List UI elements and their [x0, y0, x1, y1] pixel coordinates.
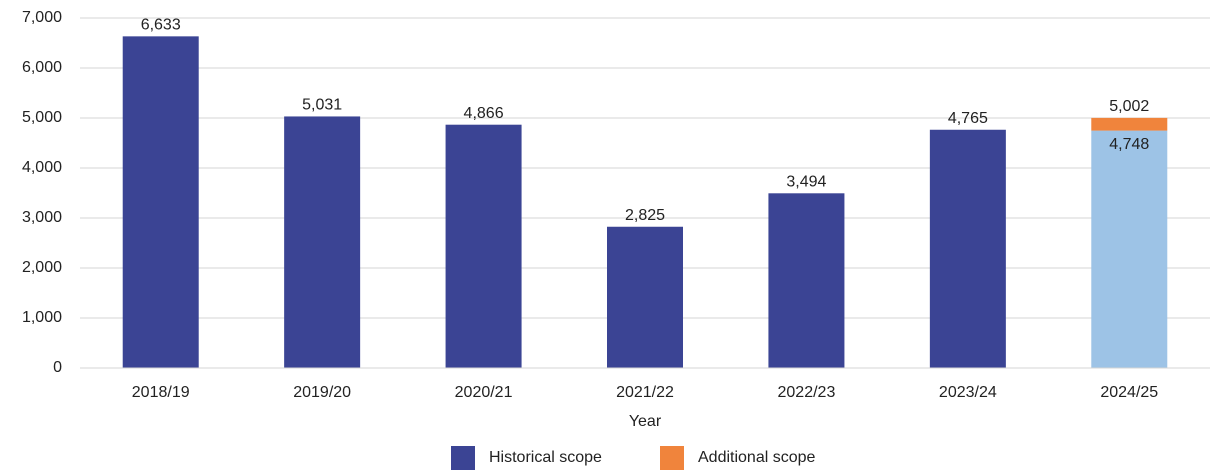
bar-segment — [1091, 130, 1168, 368]
y-tick-label: 7,000 — [22, 9, 62, 26]
data-label: 4,866 — [464, 105, 504, 122]
bar-segment — [122, 36, 199, 368]
legend-swatch — [451, 446, 475, 470]
y-tick-label: 3,000 — [22, 209, 62, 226]
data-label: 5,031 — [302, 97, 342, 114]
bar-segment — [284, 116, 361, 368]
bar-segment — [445, 124, 522, 368]
y-tick-label: 4,000 — [22, 159, 62, 176]
x-tick-label: 2022/23 — [778, 384, 836, 401]
data-label: 3,494 — [786, 174, 826, 191]
y-tick-label: 5,000 — [22, 109, 62, 126]
legend-label: Additional scope — [698, 449, 816, 466]
y-tick-label: 1,000 — [22, 309, 62, 326]
y-tick-label: 6,000 — [22, 59, 62, 76]
x-axis-label: Year — [629, 413, 662, 430]
x-tick-label: 2021/22 — [616, 384, 674, 401]
total-label: 5,002 — [1109, 98, 1149, 115]
legend-swatch — [660, 446, 684, 470]
y-tick-label: 0 — [53, 359, 62, 376]
x-tick-label: 2023/24 — [939, 384, 997, 401]
x-tick-label: 2018/19 — [132, 384, 190, 401]
x-tick-label: 2019/20 — [293, 384, 351, 401]
data-label: 4,765 — [948, 110, 988, 127]
y-tick-label: 2,000 — [22, 259, 62, 276]
data-label: 6,633 — [141, 17, 181, 34]
bar-segment — [607, 226, 683, 368]
bar-segment — [929, 129, 1006, 368]
legend-label: Historical scope — [489, 449, 602, 466]
data-label: 2,825 — [625, 207, 665, 224]
bar-segment — [1091, 117, 1168, 131]
x-tick-label: 2020/21 — [455, 384, 513, 401]
data-label: 4,748 — [1109, 136, 1149, 153]
x-tick-label: 2024/25 — [1100, 384, 1158, 401]
bar-segment — [768, 193, 845, 368]
